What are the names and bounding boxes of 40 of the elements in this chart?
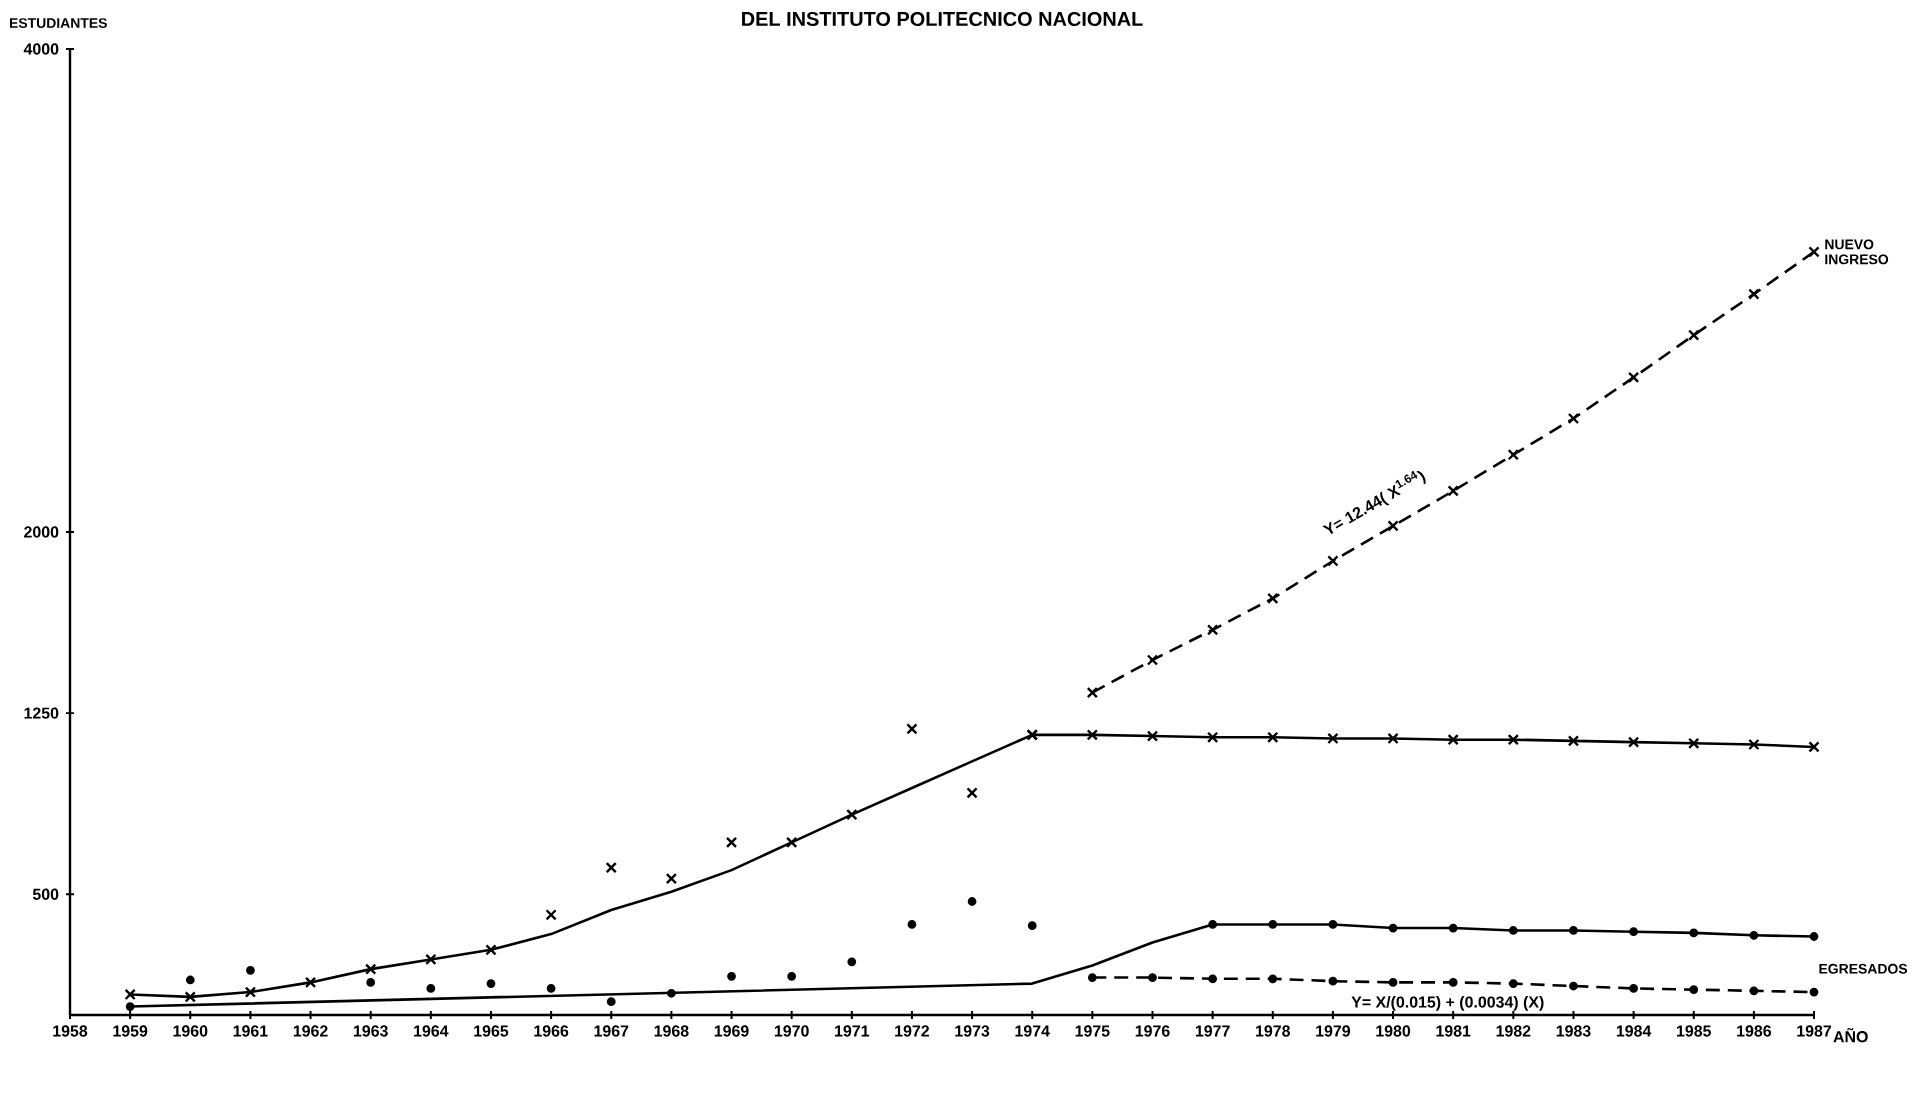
annotation: Y= X/(0.015) + (0.0034) (X) [1351, 995, 1544, 1011]
x-tick-label: 1977 [1195, 1025, 1230, 1037]
x-tick-label: 1965 [474, 1025, 509, 1037]
x-tick-label: 1981 [1436, 1025, 1471, 1037]
x-tick-label: 1976 [1135, 1025, 1170, 1037]
y-tick-label: 500 [32, 888, 59, 900]
series-label: EGRESADOS [1819, 963, 1908, 974]
x-tick-label: 1958 [53, 1025, 88, 1037]
x-tick-label: 1979 [1316, 1025, 1351, 1037]
x-tick-label: 1984 [1616, 1025, 1652, 1037]
x-tick-label: 1971 [835, 1025, 870, 1037]
x-tick-label: 1982 [1496, 1025, 1531, 1037]
x-tick-label: 1970 [774, 1025, 809, 1037]
x-tick-label: 1966 [534, 1025, 569, 1037]
x-tick-label: 1959 [113, 1025, 148, 1037]
x-tick-label: 1987 [1797, 1025, 1832, 1037]
x-tick-label: 1967 [594, 1025, 629, 1037]
x-tick-label: 1964 [414, 1025, 449, 1037]
chart-title: DEL INSTITUTO POLITECNICO NACIONAL [742, 11, 1143, 27]
y-tick-label: 2000 [24, 526, 59, 538]
x-tick-label: 1985 [1677, 1025, 1711, 1037]
x-tick-label: 1980 [1376, 1025, 1411, 1037]
x-tick-label: 1973 [955, 1025, 990, 1037]
x-tick-label: 1972 [895, 1025, 930, 1037]
y-tick-label: 1250 [24, 707, 59, 719]
x-tick-label: 1983 [1556, 1025, 1591, 1037]
x-tick-label: 1986 [1737, 1025, 1772, 1037]
x-tick-label: 1978 [1256, 1025, 1290, 1037]
x-axis-title: AÑO [1833, 1028, 1868, 1043]
x-tick-label: 1962 [293, 1025, 328, 1037]
y-tick-label: 4000 [23, 43, 59, 55]
series-label: NUEVO INGRESO [1825, 239, 1889, 265]
x-tick-label: 1974 [1015, 1025, 1050, 1037]
x-tick-label: 1960 [173, 1025, 208, 1037]
x-tick-label: 1969 [714, 1025, 749, 1037]
x-tick-label: 1963 [353, 1025, 388, 1037]
x-tick-label: 1961 [233, 1025, 268, 1037]
x-tick-label: 1968 [654, 1025, 689, 1037]
y-axis-title: ESTUDIANTES [9, 18, 107, 28]
x-tick-label: 1975 [1075, 1025, 1110, 1037]
